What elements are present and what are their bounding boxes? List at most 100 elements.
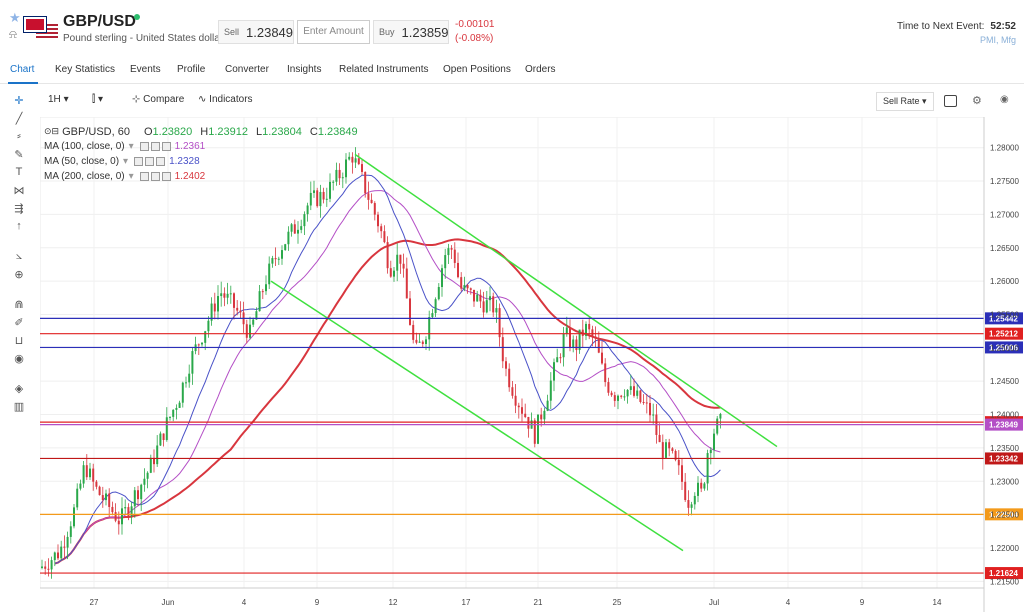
candle-body (412, 324, 415, 340)
amount-input[interactable]: Enter Amount (297, 20, 370, 44)
level-price-label: 1.25212 (989, 330, 1018, 339)
price-type-select[interactable]: Sell Rate ▾ (876, 92, 934, 111)
tab-orders[interactable]: Orders (525, 64, 556, 75)
level-price-tag (985, 341, 1023, 354)
candle-body (633, 386, 635, 396)
bell-icon[interactable]: ⍾ (9, 27, 17, 41)
price-axis[interactable]: 1.28000 1.27500 1.27000 1.26500 1.26000 1.255… (983, 117, 1019, 612)
ma100-settings-icon[interactable] (139, 142, 149, 151)
arrow-up-icon[interactable]: ↑ (16, 220, 22, 232)
candle-body (197, 344, 200, 346)
ma100-visibility-icon[interactable] (150, 142, 160, 151)
camera-icon[interactable]: ◉ (1000, 94, 1009, 105)
candle-body (636, 390, 639, 396)
candle-body (156, 445, 159, 465)
candle-body (639, 390, 642, 402)
candle-body (204, 331, 207, 343)
candle-body (108, 493, 111, 507)
ma200-visibility-icon[interactable] (150, 172, 160, 181)
candle-body (41, 566, 43, 568)
tab-profile[interactable]: Profile (177, 64, 206, 75)
crosshair-icon[interactable]: ✛ (14, 95, 24, 107)
sell-button[interactable]: Sell 1.23849 (218, 20, 294, 44)
ma50-close-icon[interactable] (156, 157, 166, 166)
brush-icon[interactable]: ✎ (14, 149, 24, 161)
candle-body (85, 465, 88, 478)
ma50-settings-icon[interactable] (134, 157, 144, 166)
candle-body (146, 472, 149, 479)
chart-type-select[interactable]: ⫿ ▾ (92, 94, 104, 105)
trendline-icon[interactable]: ╱ (15, 113, 23, 125)
legend-high: 1.23912 (208, 125, 248, 138)
candle-body (303, 214, 306, 227)
layers-icon[interactable]: ◈ (14, 383, 24, 395)
candle-body (159, 433, 162, 446)
legend-open: 1.23820 (152, 125, 193, 138)
interval-select[interactable]: 1H ▾ (48, 94, 69, 105)
ruler-icon[interactable]: ⦣ (15, 250, 23, 262)
candle-body (357, 158, 360, 165)
magnet-icon[interactable]: ⋒ (14, 299, 24, 311)
legend-collapse-icon[interactable]: ⊙⊟ (44, 126, 60, 136)
fullscreen-icon[interactable] (944, 95, 957, 107)
candle-body (466, 285, 469, 289)
prediction-icon[interactable]: ⇶ (14, 203, 24, 215)
tab-bar: Chart Key Statistics Events Profile Conv… (0, 58, 1024, 84)
candle-body (229, 293, 232, 295)
buy-button[interactable]: Buy 1.23859 (373, 20, 449, 44)
price-chart[interactable]: 1.254421.252121.250061.238861.238491.233… (40, 117, 1024, 612)
next-event: Time to Next Event: 52:52 PMI, Mfg (897, 21, 1016, 45)
ma100-close-icon[interactable] (161, 142, 171, 151)
candle-body (553, 362, 555, 381)
candle-body (210, 303, 213, 321)
indicators-button[interactable]: ∿ Indicators (198, 94, 253, 105)
candle-body (153, 457, 155, 465)
legend-ma100: MA (100, close, 0) ▾ 1.2361 (44, 141, 206, 152)
horizontal-levels[interactable]: 1.254421.252121.250061.238861.238491.233… (40, 312, 1023, 580)
candle-body (527, 417, 530, 429)
tab-chart[interactable]: Chart (10, 64, 35, 75)
fib-icon[interactable]: ⸗ (17, 130, 21, 142)
ma200-close-icon[interactable] (161, 172, 171, 181)
tab-converter[interactable]: Converter (225, 64, 269, 75)
star-icon[interactable]: ★ (9, 10, 21, 25)
tab-events[interactable]: Events (130, 64, 161, 75)
level-price-label: 1.23342 (989, 454, 1018, 463)
candle-body (482, 301, 485, 313)
x-tick-label: 14 (933, 598, 942, 607)
pencil-lock-icon[interactable]: ✐ (14, 317, 24, 329)
x-tick-label: 12 (389, 598, 398, 607)
ma200-settings-icon[interactable] (139, 172, 149, 181)
tab-related-instruments[interactable]: Related Instruments (339, 64, 429, 75)
ma50-visibility-icon[interactable] (145, 157, 155, 166)
candle-body (559, 357, 562, 359)
candle-type-icon: ⫿ (92, 94, 96, 105)
level-price-tag (985, 418, 1023, 431)
gear-icon[interactable]: ⚙ (972, 95, 982, 107)
candle-body (469, 288, 472, 290)
text-icon[interactable]: T (15, 166, 23, 178)
lock-icon[interactable]: ⊔ (14, 335, 24, 347)
trend-channel[interactable] (270, 153, 778, 552)
chart-toolbar: 1H ▾ ⫿ ▾ ⊹ Compare ∿ Indicators (40, 90, 1024, 112)
price-type-value: Sell Rate (883, 96, 920, 106)
candle-body (341, 177, 344, 179)
time-axis[interactable]: 27 Jun 4 9 12 17 21 25 Jul 4 9 14 (40, 587, 984, 607)
candle-body (495, 308, 498, 313)
zoom-icon[interactable]: ⊕ (14, 269, 24, 281)
compare-button[interactable]: ⊹ Compare (132, 94, 184, 105)
candle-body (562, 333, 565, 358)
trash-icon[interactable]: ▥ (13, 401, 25, 413)
tab-insights[interactable]: Insights (287, 64, 322, 75)
candle-body (332, 181, 335, 183)
candle-body (588, 323, 591, 330)
candle-body (364, 171, 367, 194)
candle-body (489, 296, 491, 301)
tab-open-positions[interactable]: Open Positions (443, 64, 511, 75)
candle-body (268, 263, 271, 285)
candle-body (261, 291, 264, 293)
pattern-icon[interactable]: ⋈ (13, 185, 25, 197)
next-event-name[interactable]: PMI, Mfg (979, 35, 1016, 45)
eye-icon[interactable]: ◉ (14, 353, 24, 365)
tab-key-statistics[interactable]: Key Statistics (55, 64, 116, 75)
